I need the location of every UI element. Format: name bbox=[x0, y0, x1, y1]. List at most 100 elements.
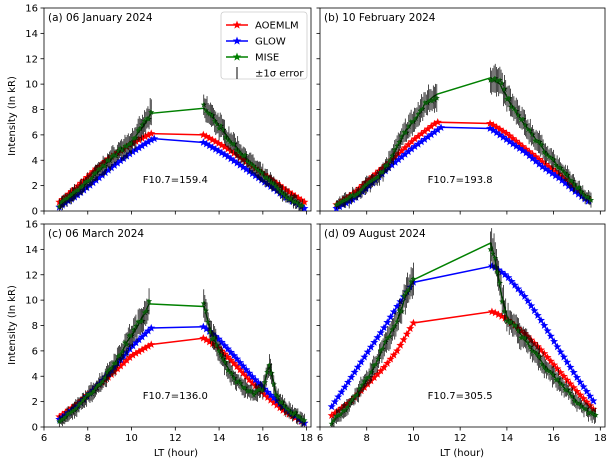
series-marker bbox=[543, 366, 550, 373]
series-marker bbox=[354, 391, 361, 398]
series-marker bbox=[95, 173, 104, 182]
series-marker bbox=[394, 318, 401, 325]
series-marker bbox=[132, 134, 139, 141]
series-marker bbox=[563, 358, 572, 366]
series-marker bbox=[337, 199, 345, 205]
series-marker bbox=[76, 178, 85, 187]
series-marker bbox=[489, 250, 496, 257]
series-marker bbox=[569, 368, 578, 376]
series-marker bbox=[108, 364, 115, 371]
series-marker bbox=[231, 375, 238, 381]
series-marker bbox=[299, 416, 306, 423]
series-marker bbox=[431, 96, 438, 103]
series-marker bbox=[290, 411, 297, 417]
series-marker bbox=[275, 393, 282, 400]
series-marker bbox=[582, 397, 591, 406]
panel-1: 0 2 4 6 8 10 12 14 16 (a) 06 January 2024 F10.7=15… bbox=[25, 4, 312, 218]
series-marker bbox=[373, 333, 382, 341]
series-marker bbox=[257, 385, 264, 392]
series-marker bbox=[209, 112, 216, 119]
series-marker bbox=[217, 141, 226, 149]
series-marker bbox=[528, 150, 537, 158]
series-marker bbox=[147, 323, 156, 332]
series-marker bbox=[508, 134, 517, 142]
series-marker bbox=[134, 143, 143, 152]
series-marker bbox=[200, 300, 207, 307]
series-marker bbox=[352, 393, 359, 399]
series-marker bbox=[410, 275, 417, 282]
series-marker bbox=[242, 365, 251, 374]
series-marker bbox=[533, 311, 542, 319]
y-tick-label: 0 bbox=[32, 207, 38, 218]
series-marker bbox=[350, 368, 359, 376]
series-marker bbox=[71, 189, 78, 195]
series-marker bbox=[286, 195, 293, 202]
series-marker bbox=[587, 196, 595, 203]
series-marker bbox=[408, 278, 415, 285]
f107-annotation: F10.7=193.8 bbox=[428, 175, 493, 186]
y-tick-label: 12 bbox=[25, 54, 38, 65]
series-marker bbox=[79, 176, 88, 184]
series-marker bbox=[253, 165, 260, 172]
series-marker bbox=[144, 137, 153, 146]
series-marker bbox=[107, 366, 116, 374]
series-marker bbox=[394, 142, 401, 149]
series-marker bbox=[529, 347, 536, 354]
series-marker bbox=[226, 154, 235, 163]
series-marker bbox=[254, 378, 263, 387]
series-marker bbox=[73, 187, 80, 194]
series-marker bbox=[214, 334, 223, 343]
series-marker bbox=[248, 161, 255, 168]
series-marker bbox=[107, 163, 116, 172]
series-marker bbox=[531, 152, 540, 161]
series-marker bbox=[433, 125, 442, 134]
series-marker bbox=[391, 323, 398, 329]
series-marker bbox=[217, 338, 226, 346]
series-marker bbox=[217, 148, 226, 157]
panel-title: (a) 06 January 2024 bbox=[48, 12, 153, 24]
series-marker bbox=[262, 379, 269, 385]
series-marker bbox=[501, 313, 510, 322]
legend-entry: MISE bbox=[226, 52, 279, 64]
y-tick-label: 14 bbox=[25, 245, 38, 256]
series-marker bbox=[199, 322, 208, 331]
series-marker bbox=[211, 137, 220, 146]
series-marker bbox=[119, 359, 128, 367]
series-marker bbox=[65, 194, 72, 201]
plot-area bbox=[55, 288, 309, 427]
series-marker bbox=[502, 129, 511, 137]
series-marker bbox=[259, 387, 266, 393]
series-marker bbox=[131, 145, 140, 154]
series-marker bbox=[242, 384, 249, 391]
series-marker bbox=[585, 193, 592, 200]
series-marker bbox=[253, 388, 260, 395]
series-marker bbox=[538, 162, 547, 171]
series-marker bbox=[260, 390, 269, 398]
series-marker bbox=[147, 340, 156, 348]
series-marker bbox=[567, 184, 576, 193]
series-marker bbox=[132, 322, 139, 329]
series-marker bbox=[108, 153, 115, 160]
series-marker bbox=[260, 170, 269, 179]
series-marker bbox=[589, 396, 598, 405]
series-marker bbox=[524, 339, 531, 346]
series-marker bbox=[106, 157, 113, 164]
series-marker bbox=[73, 405, 80, 412]
series-marker bbox=[417, 107, 424, 114]
panel-title: (d) 09 August 2024 bbox=[324, 228, 426, 240]
series-marker bbox=[370, 362, 377, 369]
series-marker bbox=[541, 164, 550, 173]
x-tick-label: 14 bbox=[501, 433, 514, 444]
series-marker bbox=[550, 360, 559, 369]
series-marker bbox=[405, 123, 412, 130]
y-tick-label: 6 bbox=[32, 130, 38, 141]
series-marker bbox=[233, 379, 240, 385]
series-marker bbox=[220, 126, 227, 133]
series-marker bbox=[491, 308, 500, 317]
series-marker bbox=[337, 411, 345, 418]
series-marker bbox=[222, 358, 229, 365]
series-marker bbox=[414, 139, 423, 148]
panel-3: 0 2 4 6 8 10 12 14 16 6 8 10 12 14 16 18 (c) 06 March 20… bbox=[25, 220, 313, 445]
series-marker bbox=[75, 186, 83, 193]
x-tick-label: 16 bbox=[256, 433, 269, 444]
